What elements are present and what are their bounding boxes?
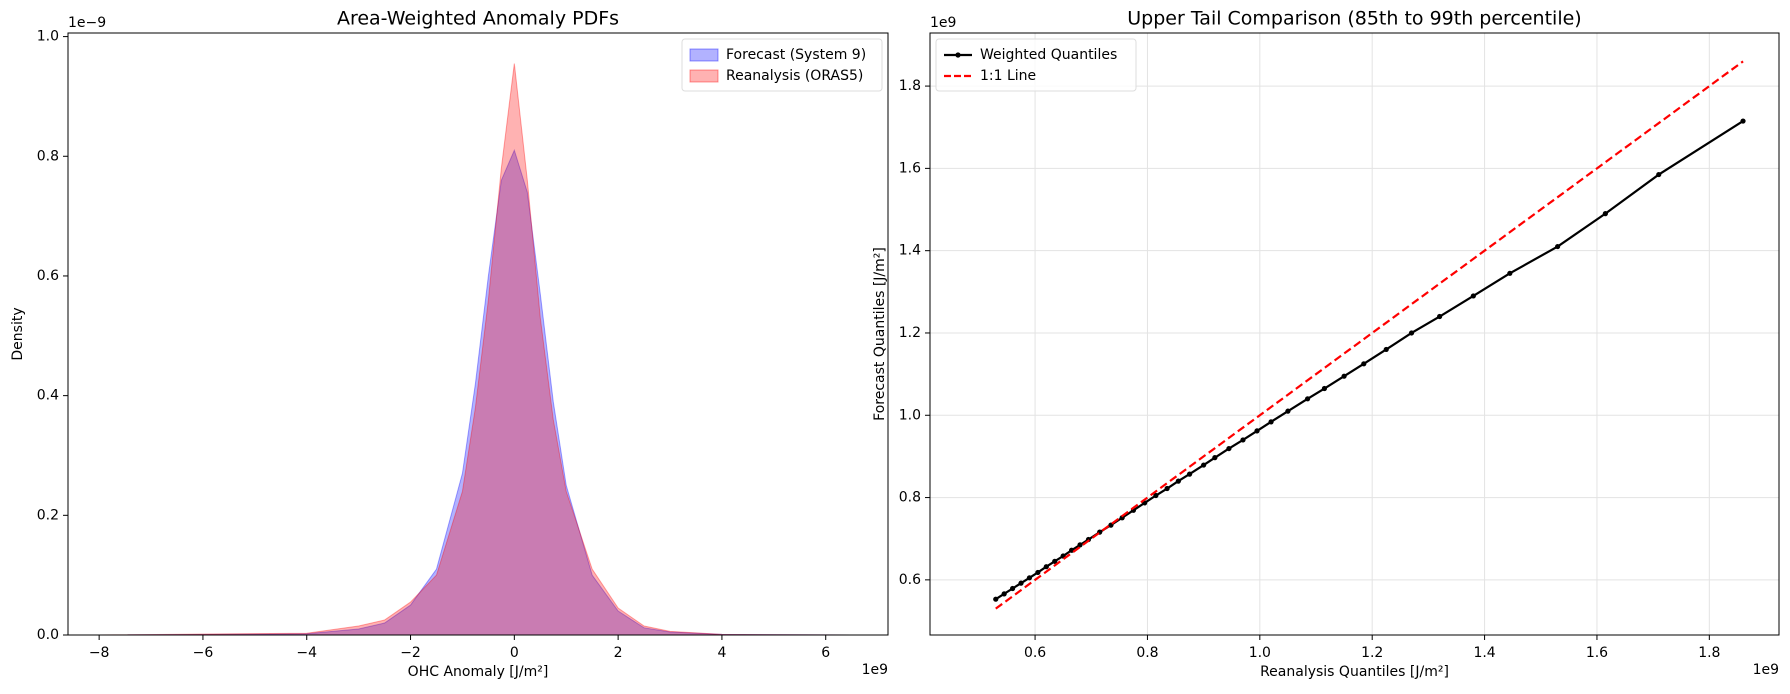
- x-tick-label: 1.4: [1473, 645, 1495, 661]
- x-tick-label: 1.6: [1586, 645, 1608, 661]
- x-tick-label: 0: [510, 645, 519, 661]
- point: [1437, 313, 1443, 320]
- point: [1555, 243, 1561, 250]
- legend: Forecast (System 9) Reanalysis (ORAS5): [681, 38, 883, 92]
- x-tick-label: 2: [614, 645, 623, 661]
- area: [99, 148, 852, 636]
- point: [1164, 485, 1170, 492]
- point: [1507, 270, 1513, 276]
- x-tick-label: −4: [296, 645, 317, 661]
- point: [1383, 346, 1389, 353]
- point: [1602, 211, 1608, 217]
- point: [1035, 569, 1041, 576]
- point: [1043, 564, 1049, 570]
- point: [1321, 385, 1328, 392]
- point: [1304, 396, 1311, 402]
- x-tick-label: −2: [400, 645, 421, 661]
- point: [1001, 591, 1007, 597]
- legend: Weighted Quantiles 1:1 Line: [935, 38, 1137, 92]
- point: [1740, 118, 1746, 124]
- x-tick-label: 1.8: [1698, 645, 1720, 661]
- x-tick-label: 4: [717, 645, 726, 661]
- y-axis-label: Forecast Quantiles [J/m²]: [872, 247, 888, 421]
- point: [1240, 437, 1246, 443]
- y-tick-label: 0.8: [899, 490, 921, 506]
- chart-title: Area-Weighted Anomaly PDFs: [337, 8, 619, 30]
- point: [1226, 445, 1232, 452]
- point: [1186, 471, 1193, 477]
- point: [1175, 478, 1181, 484]
- point: [1201, 462, 1207, 468]
- y-tick-label: 0.8: [37, 148, 59, 164]
- point: [1026, 575, 1033, 581]
- y-tick-label: 1.8: [899, 78, 921, 94]
- y-tick-label: 0.6: [37, 268, 59, 284]
- legend-marker: [955, 52, 961, 58]
- y-offset-label: 1e−9: [68, 15, 106, 31]
- y-tick-label: 1.2: [899, 325, 921, 341]
- point: [1285, 408, 1291, 414]
- legend-swatch: [689, 69, 719, 83]
- point: [1254, 428, 1260, 434]
- legend-label: Weighted Quantiles: [980, 47, 1117, 63]
- point: [1009, 585, 1016, 592]
- axes-frame: [929, 32, 1780, 636]
- y-tick-label: 0.2: [37, 507, 59, 523]
- x-tick-label: 1.0: [1249, 645, 1271, 661]
- y-tick-label: 1.4: [899, 243, 921, 259]
- y-tick-label: 0.0: [37, 627, 59, 643]
- point: [1656, 171, 1662, 178]
- legend-label: Forecast (System 9): [726, 47, 866, 63]
- x-tick-label: 0.8: [1136, 645, 1158, 661]
- x-axis-label: Reanalysis Quantiles [J/m²]: [1260, 664, 1449, 680]
- point: [1018, 580, 1024, 586]
- x-tick-label: −6: [193, 645, 214, 661]
- point: [1408, 330, 1415, 336]
- point: [1077, 542, 1083, 548]
- chart-title: Upper Tail Comparison (85th to 99th perc…: [1127, 8, 1581, 30]
- axes-frame: [67, 32, 889, 636]
- x-offset-label: 1e9: [862, 662, 888, 678]
- x-tick-label: 6: [821, 645, 830, 661]
- point: [1268, 419, 1274, 425]
- area: [99, 63, 852, 636]
- point: [993, 596, 999, 602]
- y-offset-label: 1e9: [930, 15, 956, 31]
- legend-label: 1:1 Line: [980, 68, 1036, 84]
- x-tick-label: 0.6: [1024, 645, 1046, 661]
- x-axis-label: OHC Anomaly [J/m²]: [408, 664, 549, 680]
- line: [995, 60, 1744, 610]
- y-tick-label: 1.0: [899, 407, 921, 423]
- point: [1470, 293, 1476, 299]
- legend-box: [681, 38, 883, 92]
- y-tick-label: 1.6: [899, 160, 921, 176]
- x-tick-label: −8: [89, 645, 110, 661]
- legend-box: [935, 38, 1137, 92]
- point: [1341, 373, 1347, 379]
- y-tick-label: 0.6: [899, 572, 921, 588]
- y-axis-label: Density: [10, 307, 26, 360]
- legend-label: Reanalysis (ORAS5): [726, 68, 863, 84]
- x-offset-label: 1e9: [1753, 662, 1779, 678]
- point: [1052, 558, 1058, 564]
- point: [1153, 492, 1159, 499]
- x-tick-label: 1.2: [1361, 645, 1383, 661]
- legend-swatch: [689, 48, 719, 62]
- point: [1212, 455, 1218, 461]
- y-tick-label: 1.0: [37, 29, 59, 45]
- point: [1361, 361, 1367, 367]
- y-tick-label: 0.4: [37, 388, 59, 404]
